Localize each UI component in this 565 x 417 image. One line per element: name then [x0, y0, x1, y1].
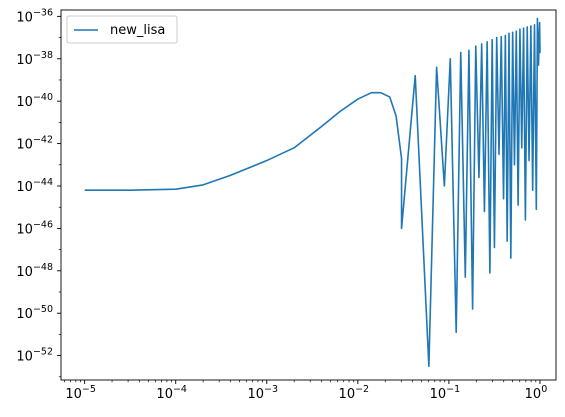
x-tick-label: 100: [525, 384, 548, 402]
legend-box: [66, 15, 178, 44]
x-tick-label: 10−4: [156, 384, 187, 402]
y-tick-label: 10−52: [16, 347, 53, 365]
y-axis: 10−36 10−38 10−40 10−42 10−44 10−46 10−48 10−50…: [16, 7, 61, 378]
series-layer: [84, 17, 541, 368]
x-tick-label: 10−1: [430, 384, 461, 402]
y-tick-label: 10−38: [16, 50, 53, 68]
y-tick-label: 10−46: [16, 219, 53, 237]
x-tick-label: 10−2: [339, 384, 370, 402]
series-line-new-lisa: [84, 17, 541, 368]
y-tick-label: 10−40: [16, 92, 53, 110]
y-tick-label: 10−42: [16, 135, 53, 153]
y-tick-label: 10−48: [16, 262, 53, 280]
y-tick-label: 10−36: [16, 7, 53, 25]
y-tick-label: 10−44: [16, 177, 53, 195]
legend-label-new-lisa: new_lisa: [110, 23, 165, 38]
y-tick-label: 10−50: [16, 304, 53, 322]
x-tick-label: 10−5: [65, 384, 96, 402]
legend: new_lisa: [66, 15, 178, 44]
x-tick-label: 10−3: [247, 384, 278, 402]
x-axis: 10−5 10−4 10−3 10−2 10−1 100: [64, 380, 547, 402]
